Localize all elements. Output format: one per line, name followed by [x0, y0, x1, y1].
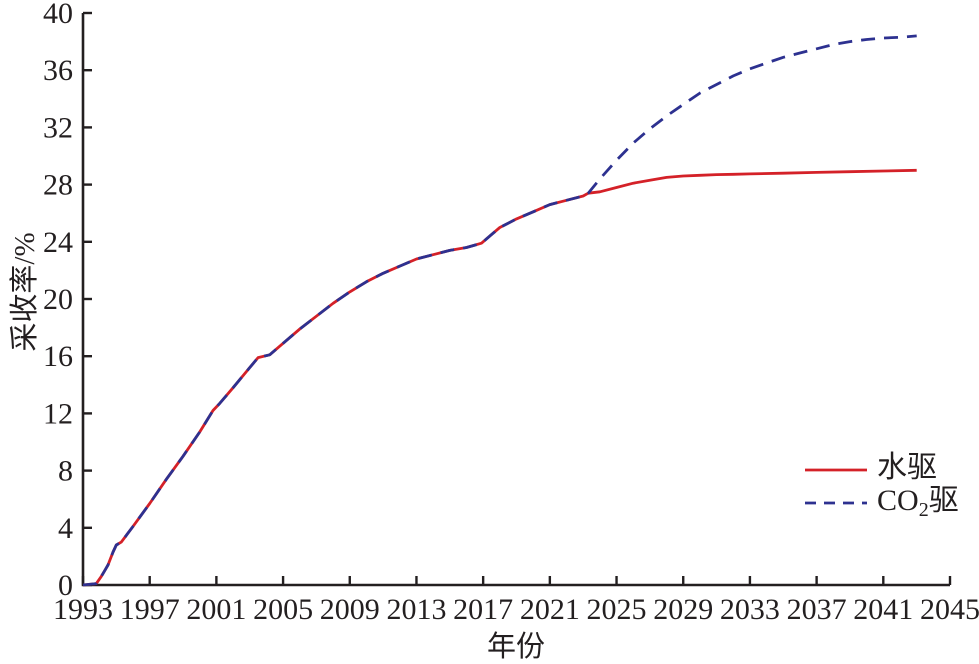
x-tick-label: 2037	[787, 593, 847, 626]
legend-label-co2-drive: CO2驱	[877, 483, 959, 521]
legend-label-water-drive: 水驱	[877, 450, 937, 484]
y-tick-label: 8	[58, 455, 73, 488]
x-tick-label: 1997	[120, 593, 180, 626]
y-tick-label: 36	[43, 54, 73, 87]
y-tick-label: 40	[43, 0, 73, 30]
x-tick-label: 2005	[253, 593, 313, 626]
x-tick-label: 2009	[320, 593, 380, 626]
y-axis-title: 采收率/%	[9, 232, 41, 352]
y-tick-label: 0	[58, 569, 73, 602]
y-tick-label: 24	[43, 226, 73, 259]
co2-drive-line	[82, 34, 917, 587]
y-tick-label: 32	[43, 111, 73, 144]
y-tick-label: 16	[43, 340, 73, 373]
x-tick-label: 2021	[520, 593, 580, 626]
x-tick-label: 2033	[720, 593, 780, 626]
x-tick-label: 1993	[53, 593, 113, 626]
legend-item-water-drive: 水驱	[805, 450, 959, 486]
co2-drive-line-swatch	[805, 501, 867, 504]
y-tick-label: 12	[43, 397, 73, 430]
y-tick-label: 20	[43, 283, 73, 316]
x-tick-label: 2025	[587, 593, 647, 626]
x-axis-title: 年份	[486, 631, 546, 663]
y-tick-label: 4	[58, 512, 73, 545]
water-drive-line-swatch	[805, 468, 867, 471]
x-tick-label: 2045	[920, 593, 979, 626]
water-drive-line	[82, 168, 917, 587]
x-tick-label: 2029	[653, 593, 713, 626]
x-tick-label: 2013	[386, 593, 446, 626]
x-tick-label: 2017	[453, 593, 513, 626]
y-tick-label: 28	[43, 169, 73, 202]
legend: 水驱 CO2驱	[805, 450, 959, 521]
x-tick-label: 2041	[853, 593, 913, 626]
x-tick-label: 2001	[186, 593, 246, 626]
legend-item-co2-drive: CO2驱	[805, 483, 959, 521]
